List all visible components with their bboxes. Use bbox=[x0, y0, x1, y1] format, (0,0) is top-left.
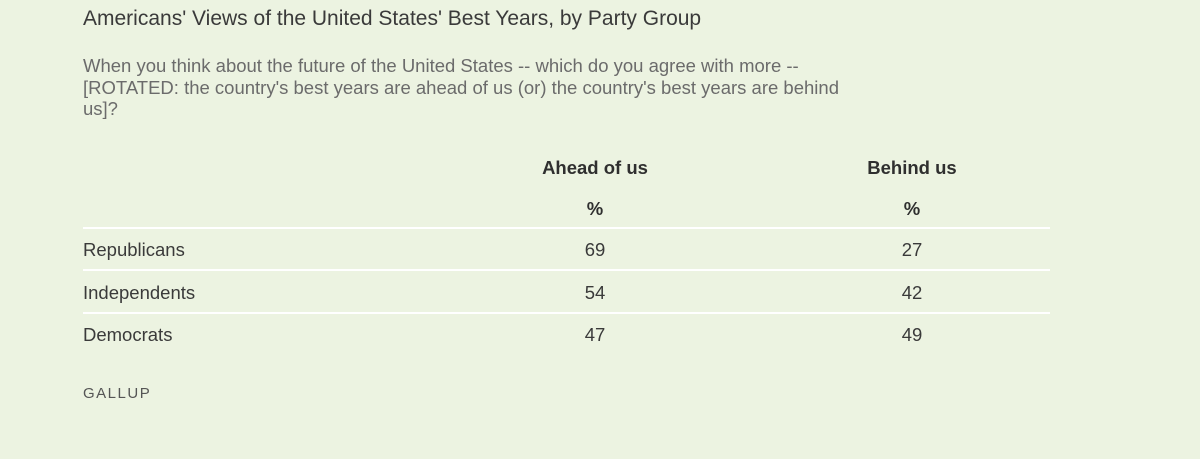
column-unit-behind: % bbox=[903, 198, 921, 219]
cell-democrats-behind: 49 bbox=[901, 324, 923, 345]
chart-title: Americans' Views of the United States' B… bbox=[83, 7, 702, 30]
row-label-democrats: Democrats bbox=[83, 324, 173, 345]
row-divider bbox=[83, 269, 1050, 271]
cell-democrats-ahead: 47 bbox=[584, 324, 606, 345]
row-label-independents: Independents bbox=[83, 282, 196, 303]
row-label-republicans: Republicans bbox=[83, 239, 185, 260]
column-header-ahead: Ahead of us bbox=[542, 157, 648, 178]
header-divider bbox=[83, 227, 1050, 229]
cell-independents-ahead: 54 bbox=[584, 282, 606, 303]
cell-republicans-ahead: 69 bbox=[584, 239, 606, 260]
cell-republicans-behind: 27 bbox=[901, 239, 923, 260]
column-header-behind: Behind us bbox=[867, 157, 957, 178]
column-unit-ahead: % bbox=[586, 198, 604, 219]
row-divider bbox=[83, 312, 1050, 314]
source-logo-text: GALLUP bbox=[83, 385, 152, 402]
survey-question: When you think about the future of the U… bbox=[83, 55, 839, 119]
cell-independents-behind: 42 bbox=[901, 282, 923, 303]
